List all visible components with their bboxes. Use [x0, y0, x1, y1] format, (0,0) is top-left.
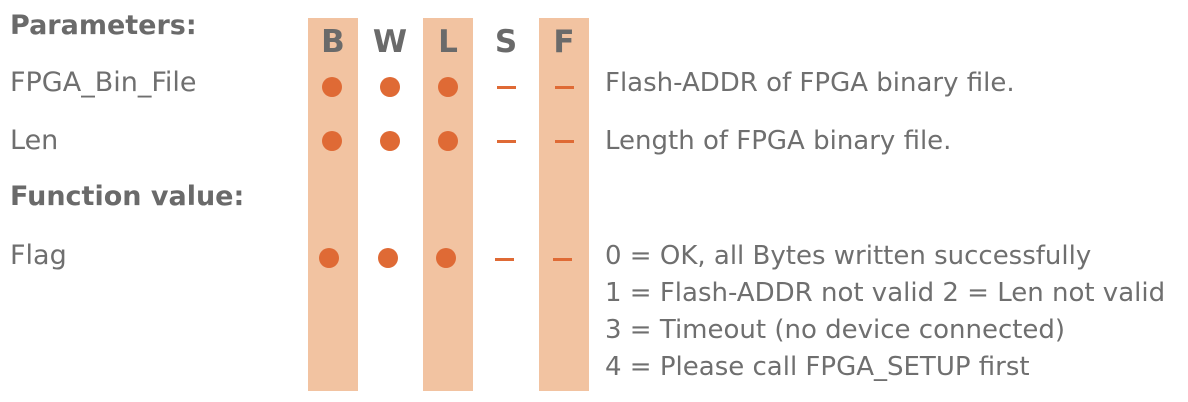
parameter-name: Len: [10, 125, 59, 156]
parameter-description: Length of FPGA binary file.: [605, 126, 952, 156]
mark-dot-b: [319, 248, 339, 268]
column-header-s: S: [494, 24, 518, 60]
parameter-name: FPGA_Bin_File: [10, 67, 197, 98]
mark-dash-s: [497, 140, 516, 143]
mark-dash-f: [555, 86, 574, 89]
return-code-line: 1 = Flash-ADDR not valid 2 = Len not val…: [605, 278, 1166, 308]
return-code-line: 0 = OK, all Bytes written successfully: [605, 241, 1092, 271]
function-value-heading: Function value:: [10, 181, 245, 212]
mark-dot-l: [436, 248, 456, 268]
mark-dot-w: [380, 77, 400, 97]
function-value-name: Flag: [10, 240, 67, 271]
return-code-line: 3 = Timeout (no device connected): [605, 315, 1066, 345]
return-code-line: 4 = Please call FPGA_SETUP first: [605, 352, 1030, 382]
mark-dot-l: [438, 131, 458, 151]
column-header-f: F: [553, 24, 575, 60]
column-header-l: L: [438, 24, 458, 60]
mark-dash-f: [553, 258, 572, 261]
column-band-f: [539, 18, 589, 391]
column-header-w: W: [372, 24, 408, 60]
mark-dot-l: [438, 77, 458, 97]
column-band-l: [423, 18, 473, 391]
mark-dot-b: [322, 77, 342, 97]
column-header-b: B: [321, 24, 345, 60]
mark-dash-f: [555, 140, 574, 143]
mark-dot-b: [322, 131, 342, 151]
mark-dash-s: [495, 258, 514, 261]
mark-dot-w: [380, 131, 400, 151]
column-band-b: [308, 18, 358, 391]
mark-dot-w: [378, 248, 398, 268]
parameters-heading: Parameters:: [10, 10, 197, 41]
parameter-description: Flash-ADDR of FPGA binary file.: [605, 68, 1015, 98]
mark-dash-s: [497, 86, 516, 89]
